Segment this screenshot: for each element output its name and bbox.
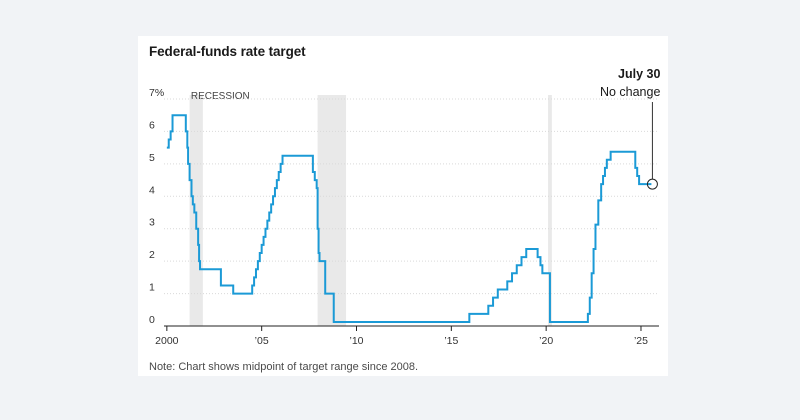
x-tick-label: 2000 <box>155 335 179 347</box>
y-tick-label: 3 <box>149 217 155 229</box>
recession-band <box>189 95 203 326</box>
gridlines <box>164 98 659 327</box>
annotation-date: July 30 <box>618 67 660 81</box>
series-lines <box>166 114 652 323</box>
y-tick-label: 2 <box>149 249 155 261</box>
annotation: July 30 No change <box>600 67 661 190</box>
x-tick-label: ’20 <box>539 335 553 347</box>
y-tick-label: 1 <box>149 282 155 294</box>
recession-band <box>548 95 552 326</box>
y-tick-label: 5 <box>149 152 155 164</box>
x-axis: 2000 ’05 ’10 ’15 ’20 ’25 <box>155 326 648 347</box>
x-tick-label: ’10 <box>349 335 363 347</box>
annotation-marker <box>646 178 658 190</box>
chart-title: Federal-funds rate target <box>149 44 306 59</box>
annotation-text: No change <box>600 85 661 99</box>
y-tick-label: 7% <box>149 87 164 99</box>
y-tick-label: 4 <box>149 184 155 196</box>
chart-card: Federal-funds rate target RECESSION 0 1 2 3… <box>138 36 668 376</box>
y-tick-label: 6 <box>149 119 155 131</box>
x-tick-label: ’25 <box>634 335 648 347</box>
y-tick-label: 0 <box>149 314 155 326</box>
recession-band <box>317 95 347 326</box>
x-tick-label: ’15 <box>444 335 458 347</box>
y-axis: 0 1 2 3 4 5 6 7% <box>149 87 164 326</box>
recession-label: RECESSION <box>191 91 250 102</box>
chart-note: Note: Chart shows midpoint of target ran… <box>149 361 419 373</box>
x-tick-label: ’05 <box>255 335 269 347</box>
series-line-fed-funds <box>166 114 652 323</box>
